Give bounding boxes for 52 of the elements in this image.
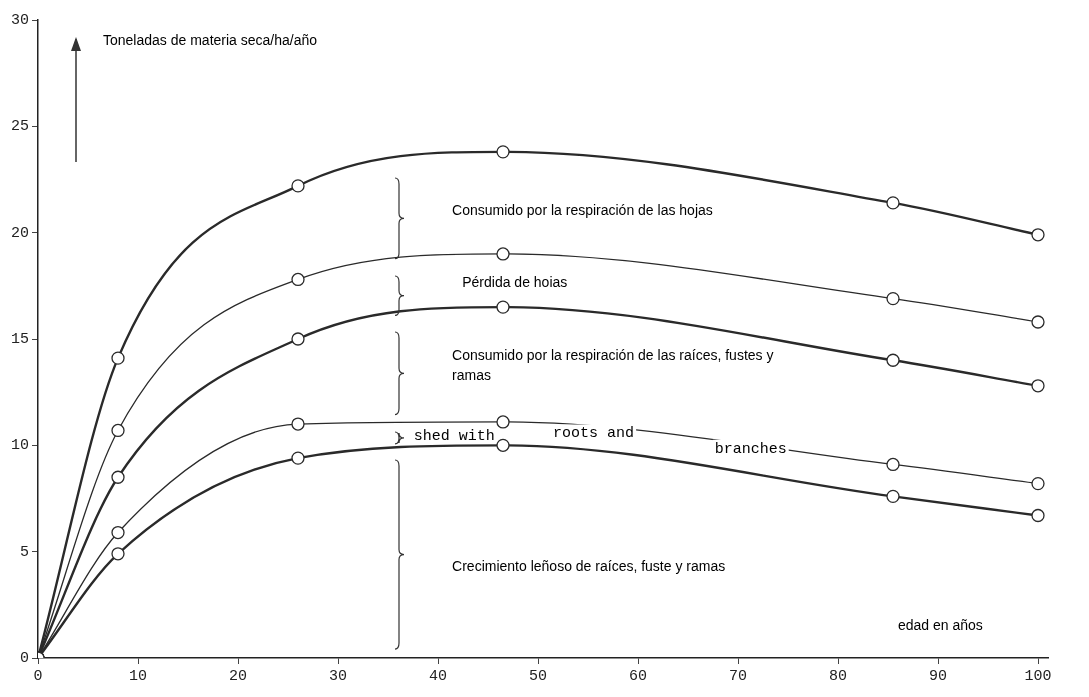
x-tick-label: 0 bbox=[33, 667, 43, 685]
x-tick-label: 80 bbox=[828, 667, 848, 685]
point bbox=[496, 247, 510, 261]
point bbox=[111, 525, 125, 540]
x-tick-label: 90 bbox=[928, 667, 948, 685]
point bbox=[1031, 508, 1045, 523]
annotation: Pérdida de hoias bbox=[462, 274, 568, 291]
x-tick-label: 70 bbox=[728, 667, 748, 685]
point bbox=[1031, 476, 1045, 491]
y-axis-title: Toneladas de materia seca/ha/año bbox=[103, 32, 318, 49]
point bbox=[886, 196, 900, 210]
point bbox=[1031, 315, 1045, 329]
y-tick-label: 0 bbox=[19, 649, 29, 667]
point bbox=[111, 423, 125, 438]
point bbox=[291, 272, 305, 287]
x-tick-label: 100 bbox=[1024, 667, 1052, 685]
point bbox=[111, 547, 125, 561]
y-tick-label: 10 bbox=[10, 437, 29, 455]
x-tick-label: 30 bbox=[328, 667, 348, 685]
x-tick-label: 20 bbox=[228, 667, 248, 685]
x-tick-label: 10 bbox=[128, 667, 148, 685]
y-tick-label: 15 bbox=[10, 330, 29, 348]
point bbox=[111, 351, 125, 365]
annotation: Crecimiento leñoso de raíces, fuste y ramas bbox=[452, 557, 726, 574]
point bbox=[886, 457, 900, 472]
point bbox=[886, 489, 900, 504]
annotation: shed with bbox=[413, 427, 495, 445]
point bbox=[291, 332, 305, 346]
point bbox=[496, 415, 510, 429]
y-tick-label: 30 bbox=[10, 11, 29, 29]
point bbox=[291, 179, 305, 193]
point bbox=[291, 417, 305, 431]
point bbox=[1031, 228, 1045, 242]
annotation: roots and bbox=[553, 425, 635, 443]
point bbox=[886, 353, 900, 367]
point bbox=[1031, 379, 1045, 393]
y-tick-label: 20 bbox=[10, 224, 29, 242]
point bbox=[496, 145, 510, 159]
annotation: Consumido por la respiración de las hojas bbox=[452, 202, 713, 219]
x-axis-title: edad en años bbox=[898, 616, 983, 633]
point bbox=[111, 470, 125, 484]
point bbox=[496, 438, 510, 452]
point bbox=[886, 291, 900, 306]
x-tick-label: 50 bbox=[528, 667, 548, 685]
annotation: Consumido por la respiración de las raíces, fustes y ramas bbox=[452, 347, 774, 384]
annotation: branches bbox=[714, 440, 787, 458]
point bbox=[496, 300, 510, 314]
x-tick-label: 40 bbox=[428, 667, 448, 685]
y-tick-label: 25 bbox=[10, 118, 29, 136]
y-tick-label: 5 bbox=[19, 543, 29, 561]
x-tick-label: 60 bbox=[628, 667, 648, 685]
point bbox=[291, 451, 305, 465]
